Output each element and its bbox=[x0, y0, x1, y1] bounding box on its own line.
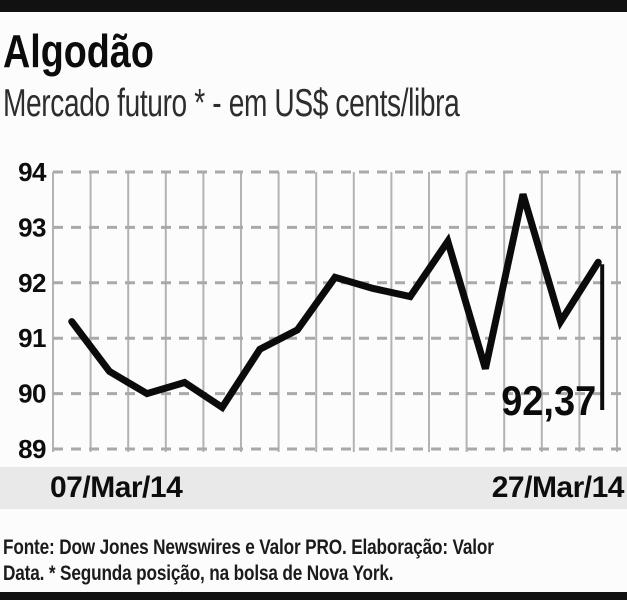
chart-title: Algodão bbox=[3, 25, 154, 77]
y-tick-label: 90 bbox=[18, 379, 46, 409]
y-tick-label: 92 bbox=[18, 268, 46, 298]
price-chart-svg: 94 93 92 91 90 89 92,37 bbox=[18, 157, 624, 462]
y-tick-label: 94 bbox=[18, 157, 47, 187]
y-tick-label: 91 bbox=[18, 323, 46, 353]
footer-line-1: Fonte: Dow Jones Newswires e Valor PRO. … bbox=[3, 535, 494, 559]
top-rule bbox=[0, 0, 627, 12]
chart-subtitle: Mercado futuro * - em US$ cents/libra bbox=[3, 82, 460, 125]
source-footer: Fonte: Dow Jones Newswires e Valor PRO. … bbox=[3, 534, 611, 586]
xaxis-band: 07/Mar/14 27/Mar/14 bbox=[0, 467, 627, 509]
xaxis-start-label: 07/Mar/14 bbox=[50, 471, 183, 504]
y-tick-label: 93 bbox=[18, 212, 46, 242]
bottom-rule bbox=[0, 592, 627, 600]
y-tick-label: 89 bbox=[18, 434, 46, 462]
price-line bbox=[68, 193, 602, 413]
end-value-label: 92,37 bbox=[501, 377, 596, 424]
xaxis-end-label: 27/Mar/14 bbox=[491, 471, 625, 504]
footer-line-2: Data. * Segunda posição, na bolsa de Nov… bbox=[3, 561, 394, 585]
